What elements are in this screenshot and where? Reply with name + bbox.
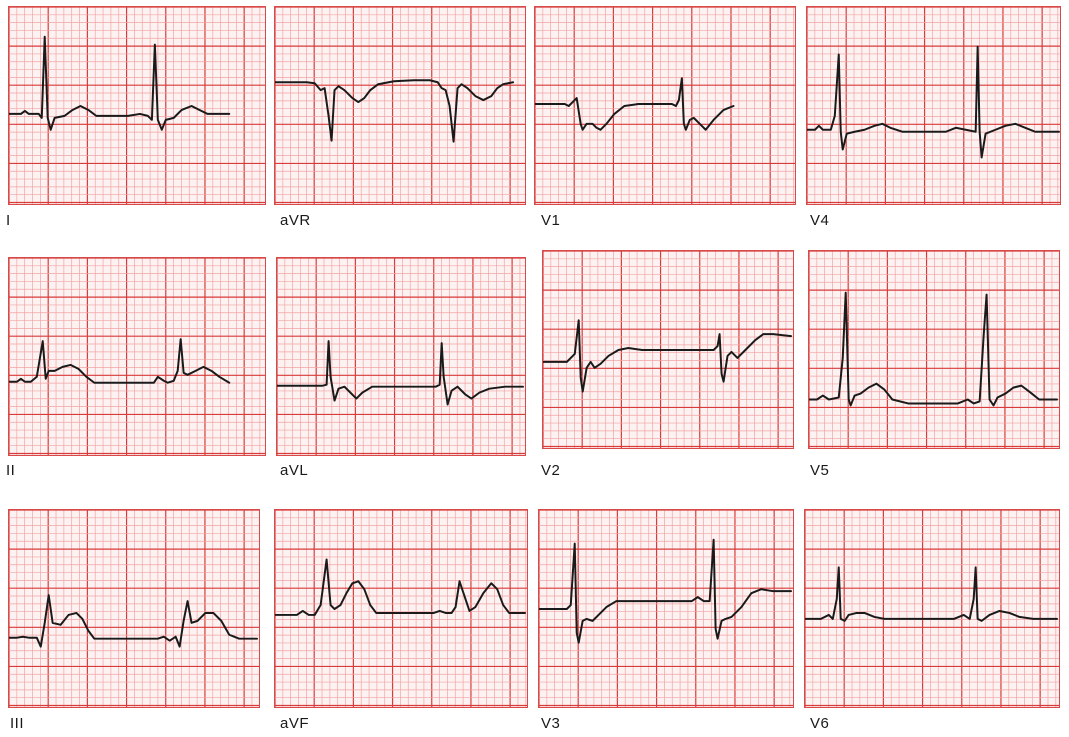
- lead-label-v1: V1: [541, 212, 561, 229]
- ecg-panel-lead-v2: [542, 250, 794, 449]
- lead-label-i: I: [6, 212, 11, 229]
- ecg-panel-lead-v4: [806, 6, 1061, 205]
- ecg-panel-lead-ii: [8, 257, 266, 456]
- ecg-panel-lead-avl: [276, 257, 526, 456]
- ecg-panel-lead-v6: [804, 509, 1060, 708]
- lead-label-avl: aVL: [280, 462, 309, 479]
- ecg-trace-lead-v5: [809, 251, 1059, 448]
- ecg-panel-lead-v1: [534, 6, 796, 205]
- lead-label-v6: V6: [810, 715, 830, 732]
- lead-label-v3: V3: [541, 715, 561, 732]
- ecg-waveform: [805, 566, 1059, 622]
- ecg-waveform: [275, 79, 515, 143]
- lead-label-v5: V5: [810, 462, 830, 479]
- ecg-trace-lead-v3: [539, 510, 793, 707]
- ecg-waveform: [543, 319, 793, 393]
- ecg-trace-lead-i: [9, 7, 265, 204]
- ecg-waveform: [539, 538, 793, 644]
- ecg-waveform: [809, 291, 1059, 407]
- ecg-trace-lead-avl: [277, 258, 525, 455]
- ecg-waveform: [9, 338, 231, 384]
- ecg-panel-lead-avf: [274, 509, 528, 708]
- lead-label-v2: V2: [541, 462, 561, 479]
- ecg-waveform: [535, 77, 735, 131]
- ecg-waveform: [9, 594, 259, 648]
- ecg-panel-lead-v5: [808, 250, 1060, 449]
- ecg-waveform: [275, 558, 527, 616]
- ecg-trace-lead-v4: [807, 7, 1060, 204]
- ecg-trace-lead-ii: [9, 258, 265, 455]
- lead-label-ii: II: [6, 462, 16, 479]
- ecg-panel-lead-avr: [274, 6, 526, 205]
- ecg-trace-lead-avf: [275, 510, 527, 707]
- lead-label-iii: III: [10, 715, 25, 732]
- ecg-trace-lead-v1: [535, 7, 795, 204]
- ecg-waveform: [9, 35, 231, 131]
- ecg-trace-lead-v2: [543, 251, 793, 448]
- ecg-panel-lead-v3: [538, 509, 794, 708]
- lead-label-avf: aVF: [280, 715, 310, 732]
- lead-label-avr: aVR: [280, 212, 311, 229]
- ecg-waveform: [277, 340, 525, 406]
- ecg-panel-lead-i: [8, 6, 266, 205]
- lead-label-v4: V4: [810, 212, 830, 229]
- ecg-trace-lead-avr: [275, 7, 525, 204]
- ecg-trace-lead-v6: [805, 510, 1059, 707]
- ecg-panel-lead-iii: [8, 509, 260, 708]
- ecg-waveform: [807, 45, 1060, 159]
- ecg-trace-lead-iii: [9, 510, 259, 707]
